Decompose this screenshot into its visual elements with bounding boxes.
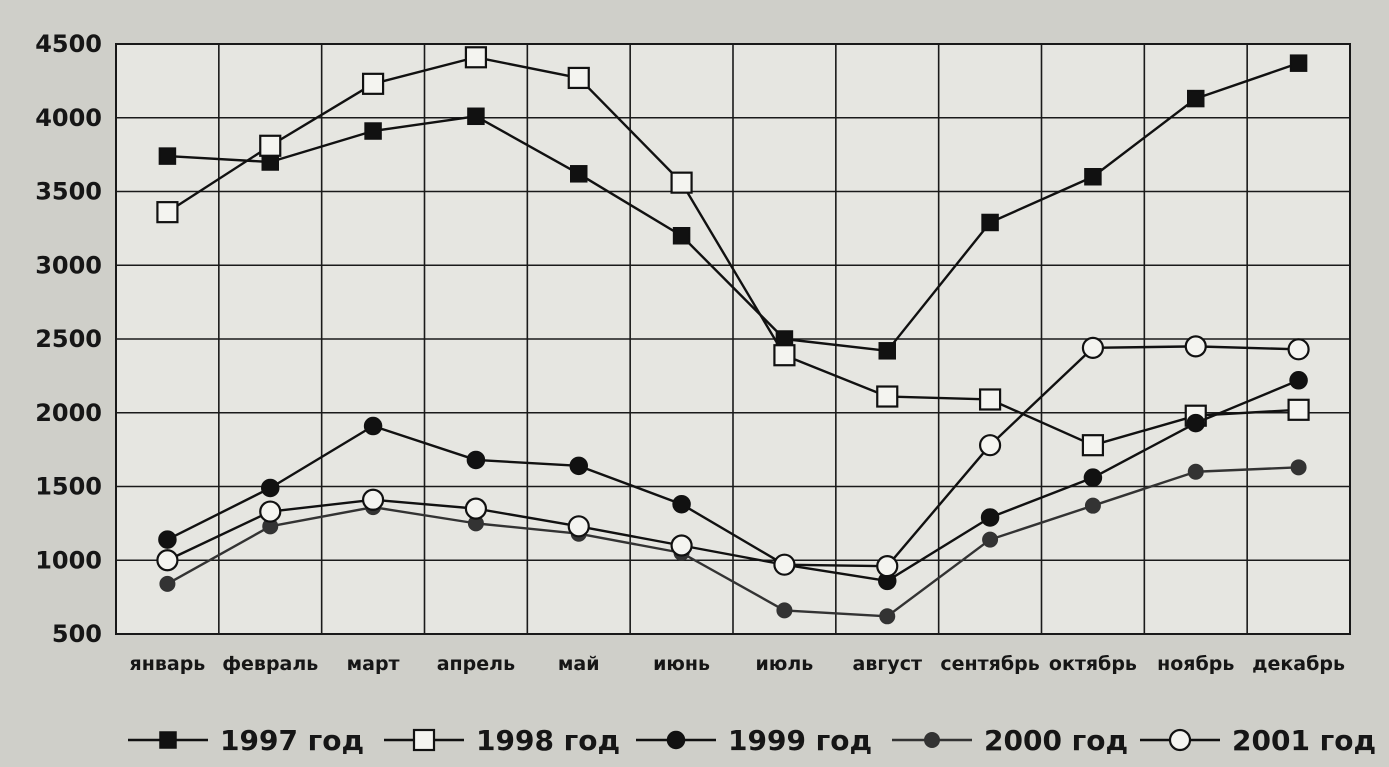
data-point: [158, 147, 177, 165]
y-tick-label: 2000: [35, 399, 102, 427]
legend-item: 1997 год: [128, 724, 364, 757]
series-5: [156, 335, 1310, 578]
series-line: [166, 56, 1299, 447]
legend-label: 1998 год: [476, 724, 620, 757]
x-tick-label: май: [558, 653, 600, 675]
y-tick-label: 500: [52, 620, 102, 648]
data-point: [672, 494, 691, 514]
x-tick-label: апрель: [437, 653, 515, 675]
y-tick-label: 1000: [35, 546, 102, 574]
data-point: [1081, 434, 1105, 457]
data-point: [567, 66, 590, 90]
data-point: [364, 122, 382, 140]
data-point: [876, 555, 899, 578]
data-point: [1287, 398, 1310, 421]
data-point: [261, 478, 280, 498]
legend-marker: [1168, 728, 1192, 752]
legend-label: 2000 год: [984, 724, 1128, 757]
data-point: [361, 488, 385, 511]
data-point: [982, 531, 999, 548]
series-line: [167, 62, 1299, 352]
legend-item: 1999 год: [636, 724, 872, 757]
y-tick-label: 4000: [35, 104, 102, 132]
x-tick-label: август: [853, 653, 922, 675]
legend-label: 2001 год: [1232, 724, 1376, 757]
data-point: [773, 344, 796, 367]
data-point: [980, 508, 1000, 527]
data-point: [363, 416, 383, 436]
data-point: [259, 500, 282, 523]
data-point: [464, 46, 488, 69]
data-point: [1186, 413, 1205, 433]
data-point: [670, 534, 693, 557]
data-point: [1287, 338, 1310, 361]
series-line: [166, 379, 1300, 583]
data-point: [1187, 89, 1205, 108]
data-point: [672, 227, 691, 245]
x-tick-label: сентябрь: [940, 653, 1039, 675]
legend-marker: [924, 732, 940, 748]
data-point: [259, 134, 282, 157]
data-point: [569, 456, 588, 476]
data-point: [1081, 336, 1105, 359]
series-line: [166, 466, 1299, 618]
x-tick-label: март: [347, 653, 400, 675]
x-tick-label: февраль: [222, 653, 318, 675]
legend-marker: [412, 728, 436, 752]
data-point: [978, 388, 1002, 411]
data-point: [1290, 459, 1307, 476]
data-point: [1084, 497, 1101, 514]
legend-item: 2000 год: [892, 724, 1128, 757]
data-point: [879, 608, 896, 625]
data-point: [670, 171, 693, 194]
data-point: [361, 72, 385, 95]
data-point: [1083, 468, 1103, 487]
series-2: [156, 46, 1310, 457]
data-point: [570, 165, 588, 183]
legend-marker: [666, 730, 686, 750]
y-tick-label: 1500: [35, 473, 102, 501]
data-point: [464, 497, 488, 520]
data-point: [158, 530, 177, 549]
legend-item: 1998 год: [384, 724, 620, 757]
data-point: [467, 107, 485, 126]
data-point: [1084, 168, 1102, 186]
legend-marker: [159, 731, 177, 749]
data-point: [156, 549, 179, 572]
legend-label: 1997 год: [220, 724, 364, 757]
y-tick-label: 4500: [35, 30, 102, 58]
x-tick-label: июнь: [653, 653, 710, 675]
data-point: [978, 434, 1002, 457]
data-point: [981, 213, 999, 232]
x-tick-label: декабрь: [1252, 653, 1345, 675]
x-tick-label: октябрь: [1049, 653, 1137, 675]
x-tick-label: январь: [130, 653, 206, 675]
data-point: [466, 450, 486, 470]
series-1: [158, 54, 1308, 360]
data-point: [159, 575, 176, 592]
y-tick-label: 2500: [35, 325, 102, 353]
legend-item: 2001 год: [1140, 724, 1376, 757]
data-point: [1184, 335, 1207, 358]
y-tick-label: 3000: [35, 251, 102, 279]
legend-label: 1999 год: [728, 724, 872, 757]
series-line: [166, 345, 1299, 568]
x-tick-label: ноябрь: [1157, 653, 1234, 675]
data-point: [773, 553, 796, 576]
data-point: [1289, 54, 1308, 72]
data-point: [567, 515, 590, 538]
data-point: [1187, 463, 1204, 480]
series-4: [159, 459, 1307, 625]
y-tick-label: 3500: [35, 178, 102, 206]
data-point: [156, 201, 179, 224]
x-tick-label: июль: [756, 653, 814, 675]
data-point: [776, 602, 793, 619]
data-point: [878, 342, 896, 360]
data-point: [876, 385, 899, 408]
data-point: [1289, 371, 1308, 390]
